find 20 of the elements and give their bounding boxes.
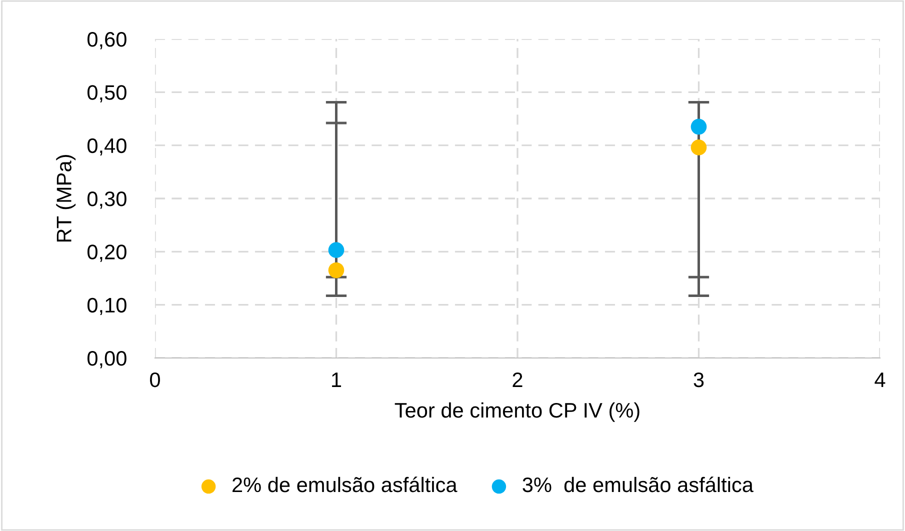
y-tick-label: 0,50 <box>87 85 126 102</box>
point <box>328 262 344 278</box>
x-tick-label: 0 <box>150 372 160 388</box>
point <box>690 140 707 156</box>
y-tick-label: 0,20 <box>87 244 126 262</box>
y-tick-label: 0,10 <box>87 298 126 316</box>
y-tick-label: 0,30 <box>87 192 126 209</box>
x-axis-title: Teor de cimento CP IV (%) <box>394 402 640 422</box>
point <box>690 118 707 135</box>
y-tick-label: 0,60 <box>87 32 126 50</box>
legend-label: 3% de emulsão asfáltica <box>522 476 754 492</box>
x-tick-label: 1 <box>332 372 342 387</box>
point <box>328 242 344 258</box>
legend-label: 2% de emulsão asfáltica <box>232 476 458 492</box>
y-tick-label: 0,00 <box>87 351 126 368</box>
y-tick-label: 0,40 <box>87 138 126 156</box>
y-axis-title: RT (MPa) <box>56 155 76 242</box>
x-tick-label: 3 <box>694 372 704 388</box>
x-tick-label: 2 <box>512 372 522 387</box>
x-tick-label: 4 <box>874 372 886 387</box>
